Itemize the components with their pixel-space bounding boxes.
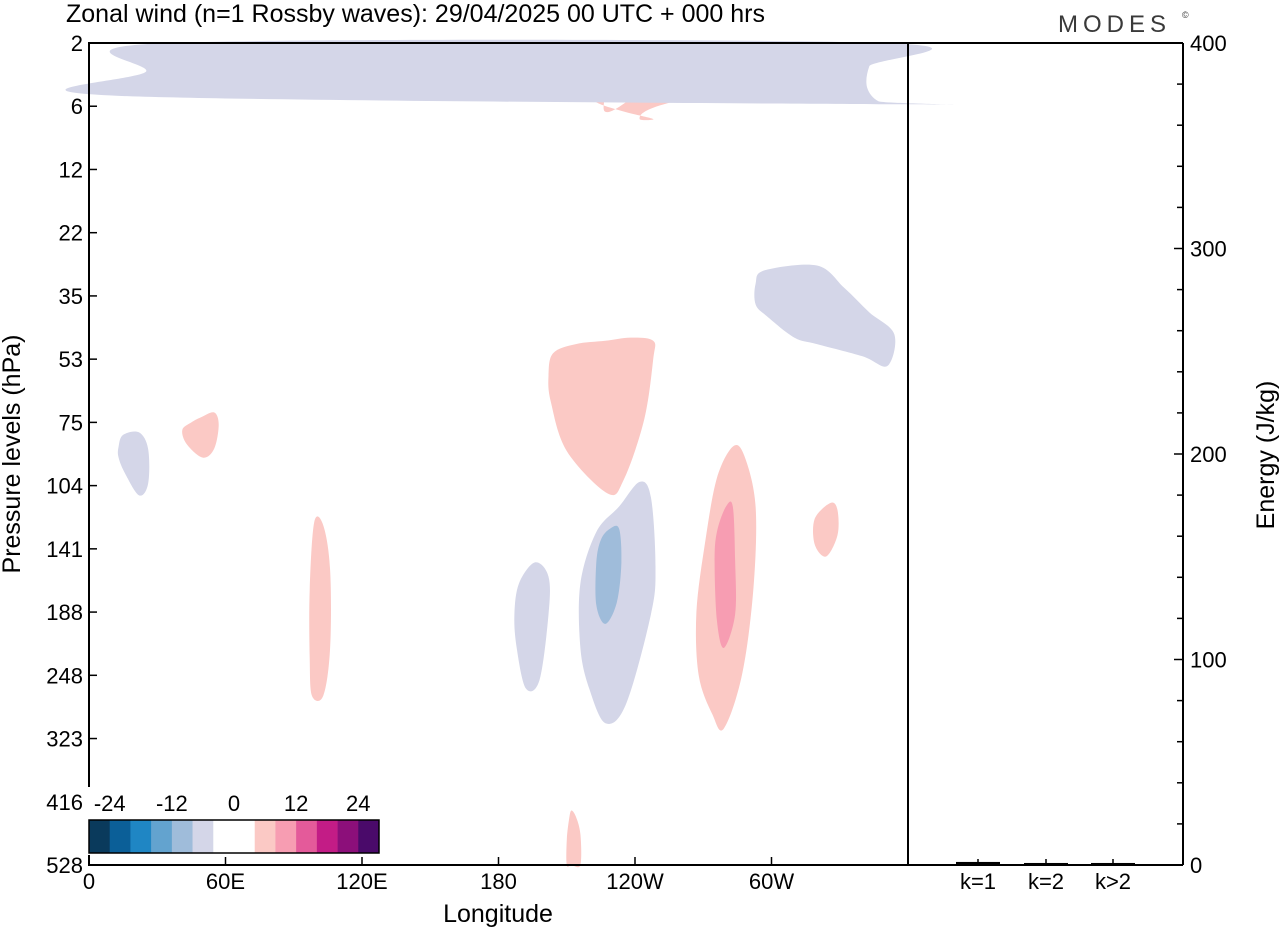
x-tick-label: 120W	[606, 869, 664, 894]
chart-title: Zonal wind (n=1 Rossby waves): 29/04/202…	[66, 0, 765, 28]
y-tick-label: 75	[59, 410, 83, 435]
colorbar-swatch-10	[296, 820, 318, 853]
contour-region-14	[309, 516, 331, 701]
energy-tick-label: 0	[1190, 853, 1202, 878]
y-tick-label: 53	[59, 347, 83, 372]
y-tick-label: 141	[46, 537, 83, 562]
plot-area: 0 60E 120E 180 120W 60W 2 6 12 22 35 53 75 104 141 188…	[46, 31, 954, 894]
colorbar-swatch-7	[234, 820, 256, 853]
contour-region-5	[754, 264, 896, 367]
x-tick-label: 60E	[206, 869, 245, 894]
colorbar-label: 0	[228, 791, 240, 816]
energy-tick-label: 100	[1190, 648, 1227, 673]
colorbar-swatch-6	[213, 820, 235, 853]
colorbar-label: 12	[284, 791, 308, 816]
contour-region-8	[813, 502, 839, 557]
x-tick-label: 120E	[336, 869, 387, 894]
colorbar-label: -24	[94, 791, 126, 816]
colorbar-frame	[88, 819, 380, 854]
y-tick-label: 22	[59, 221, 83, 246]
contour-region-9	[514, 562, 550, 692]
energy-bar-1	[1024, 862, 1068, 864]
energy-panel: 0 100 200 300 400 k=1 k=2 k>2	[908, 31, 1227, 894]
y-tick-label: 188	[46, 600, 83, 625]
colorbar-label: -12	[156, 791, 188, 816]
y-tick-label: 6	[71, 94, 83, 119]
x-axis-label: Longitude	[443, 900, 553, 928]
energy-tick-label: 200	[1190, 442, 1227, 467]
energy-axis-label: Energy (J/kg)	[1252, 381, 1280, 530]
contour-region-6	[182, 412, 219, 458]
energy-bars	[956, 859, 1135, 865]
contour-region-7	[117, 431, 150, 496]
y-tick-label: 104	[46, 474, 83, 499]
colorbar-swatch-9	[275, 820, 297, 853]
energy-bar-labels: k=1 k=2 k>2	[960, 869, 1131, 894]
colorbar-swatch-5	[192, 820, 214, 853]
contour-region-4	[548, 337, 656, 496]
energy-bar-label: k=2	[1028, 869, 1064, 894]
colorbar-label: 24	[346, 791, 370, 816]
contour-region-11	[595, 525, 622, 624]
colorbar-swatch-8	[254, 820, 276, 853]
energy-bar-label: k=1	[960, 869, 996, 894]
colorbar-swatch-2	[130, 820, 152, 853]
contour-region-15	[566, 810, 582, 868]
x-axis: 0 60E 120E 180 120W 60W	[83, 857, 794, 894]
energy-axis: 0 100 200 300 400	[1174, 31, 1227, 878]
contour-layer	[65, 39, 954, 868]
colorbar: -24 -12 0 12 24	[87, 787, 381, 855]
y-tick-label: 323	[46, 727, 83, 752]
colorbar-swatch-3	[151, 820, 173, 853]
colorbar-swatch-1	[109, 820, 131, 853]
y-axis: 2 6 12 22 35 53 75 104 141 188 248 323 416 528	[46, 31, 97, 878]
x-tick-label: 0	[83, 869, 95, 894]
brand-logo: MODES	[1058, 11, 1171, 38]
brand-copyright-mark: ©	[1182, 10, 1189, 20]
y-tick-label: 35	[59, 284, 83, 309]
y-tick-label: 416	[46, 790, 83, 815]
colorbar-swatch-0	[89, 820, 111, 853]
energy-bar-label: k>2	[1095, 869, 1131, 894]
colorbar-swatch-4	[171, 820, 193, 853]
energy-bar-2	[1091, 862, 1135, 864]
contour-region-10	[578, 481, 656, 724]
y-tick-label: 248	[46, 663, 83, 688]
y-tick-label: 2	[71, 31, 83, 56]
contour-region-3	[65, 39, 954, 105]
energy-tick-label: 300	[1190, 237, 1227, 262]
colorbar-swatch-13	[358, 820, 380, 853]
y-axis-label: Pressure levels (hPa)	[0, 335, 26, 574]
x-tick-label: 180	[480, 869, 517, 894]
energy-bar-0	[956, 861, 1000, 864]
y-tick-label: 12	[59, 157, 83, 182]
colorbar-swatch-11	[316, 820, 338, 853]
y-tick-label: 528	[46, 853, 83, 878]
energy-tick-label: 400	[1190, 31, 1227, 56]
contour-region-13	[714, 501, 737, 649]
plot-background	[89, 43, 908, 865]
colorbar-swatch-12	[337, 820, 359, 853]
x-tick-label: 60W	[749, 869, 794, 894]
